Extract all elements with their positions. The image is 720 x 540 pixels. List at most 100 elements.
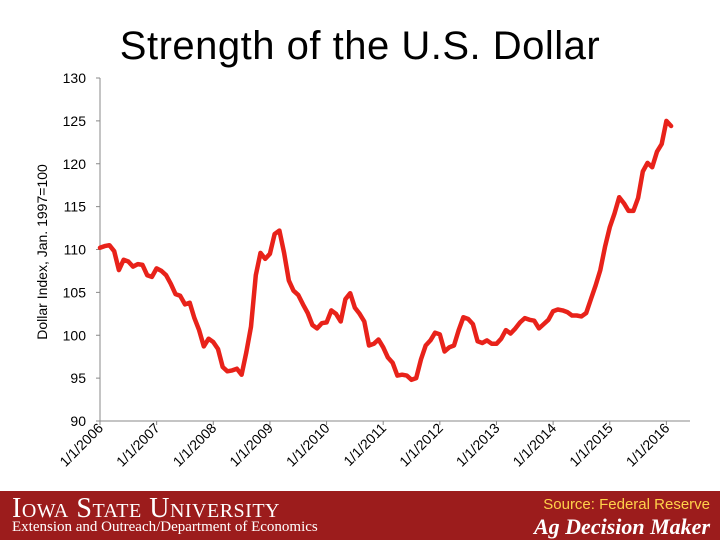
data-point bbox=[660, 142, 664, 146]
data-point bbox=[122, 258, 126, 262]
x-tick-label: 1/1/2012 bbox=[396, 420, 446, 470]
data-point bbox=[438, 332, 442, 336]
data-point bbox=[461, 315, 465, 319]
x-tick-label: 1/1/2016 bbox=[623, 420, 673, 470]
data-point bbox=[561, 308, 565, 312]
data-point bbox=[192, 316, 196, 320]
x-tick-label: 1/1/2010 bbox=[283, 420, 333, 470]
data-point bbox=[178, 294, 182, 298]
data-point bbox=[386, 356, 390, 359]
data-point bbox=[466, 317, 470, 321]
data-point bbox=[131, 265, 135, 269]
data-point bbox=[537, 326, 541, 330]
data-point bbox=[381, 345, 385, 349]
y-axis-label: Dollar Index, Jan. 1997=100 bbox=[34, 164, 50, 340]
data-point bbox=[103, 244, 107, 248]
x-tick-label: 1/1/2011 bbox=[340, 420, 389, 469]
data-point bbox=[310, 323, 314, 327]
data-point bbox=[211, 340, 215, 344]
data-point bbox=[377, 338, 380, 341]
x-tick-label: 1/1/2007 bbox=[113, 420, 163, 470]
data-point bbox=[320, 321, 324, 325]
data-point bbox=[197, 328, 201, 332]
data-point bbox=[490, 342, 494, 346]
y-tick-label: 125 bbox=[63, 113, 87, 129]
data-point bbox=[287, 278, 291, 282]
x-tick-label: 1/1/2015 bbox=[566, 420, 616, 470]
data-point bbox=[249, 325, 253, 329]
data-point bbox=[551, 309, 555, 313]
data-point bbox=[532, 319, 536, 323]
x-tick-label: 1/1/2014 bbox=[509, 420, 559, 470]
data-point bbox=[480, 341, 484, 345]
data-point bbox=[126, 260, 130, 263]
data-point bbox=[627, 209, 631, 213]
data-point bbox=[457, 328, 461, 332]
data-point bbox=[452, 344, 456, 347]
data-point bbox=[169, 282, 173, 286]
data-point bbox=[433, 331, 437, 335]
y-tick-label: 130 bbox=[63, 70, 87, 86]
data-point bbox=[424, 344, 428, 347]
data-point bbox=[353, 306, 357, 310]
data-point bbox=[367, 344, 371, 347]
y-tick-label: 110 bbox=[64, 242, 87, 258]
data-point bbox=[443, 350, 447, 353]
data-point bbox=[603, 245, 607, 249]
data-point bbox=[259, 251, 262, 255]
data-point bbox=[405, 374, 409, 378]
data-point bbox=[395, 374, 399, 378]
data-point bbox=[542, 322, 546, 326]
data-point bbox=[141, 263, 144, 267]
data-point bbox=[164, 273, 168, 277]
data-point bbox=[410, 378, 413, 382]
data-point bbox=[598, 268, 602, 272]
data-point bbox=[594, 284, 598, 287]
data-point bbox=[646, 161, 649, 165]
data-point bbox=[570, 314, 574, 317]
data-point bbox=[513, 326, 517, 330]
y-tick-label: 115 bbox=[64, 199, 87, 215]
data-point bbox=[306, 311, 310, 315]
brand-name: Ag Decision Maker bbox=[534, 514, 710, 539]
data-point bbox=[282, 251, 286, 255]
y-tick-label: 120 bbox=[63, 156, 87, 172]
y-axis-ticks: 90 95 100 105 110 115 120 125 130 bbox=[63, 70, 100, 429]
data-point bbox=[528, 318, 531, 322]
x-axis-ticks: 1/1/2006 1/1/2007 1/1/2008 1/1/2009 1/1/2010… bbox=[56, 420, 672, 470]
data-point bbox=[471, 322, 475, 326]
data-point bbox=[504, 328, 508, 332]
data-point bbox=[669, 124, 673, 128]
data-point bbox=[641, 170, 645, 173]
data-point bbox=[174, 292, 177, 296]
data-point bbox=[372, 342, 376, 346]
footer-bar: Iowa State University Extension and Outr… bbox=[0, 488, 720, 540]
data-point bbox=[622, 201, 626, 205]
data-point bbox=[495, 342, 498, 346]
data-point bbox=[254, 273, 258, 277]
data-point bbox=[556, 308, 560, 311]
source-note: Source: Federal Reserve bbox=[543, 496, 710, 513]
data-point bbox=[476, 339, 480, 343]
data-point bbox=[244, 350, 248, 354]
series-line-dollar-index bbox=[97, 118, 674, 383]
y-tick-label: 95 bbox=[70, 370, 86, 386]
data-point bbox=[584, 311, 588, 315]
data-point bbox=[117, 268, 121, 272]
data-point bbox=[225, 369, 229, 373]
data-point bbox=[485, 338, 489, 342]
data-point bbox=[136, 262, 140, 266]
data-point bbox=[155, 266, 159, 270]
data-point bbox=[188, 301, 192, 305]
data-point bbox=[348, 291, 352, 295]
data-point bbox=[235, 367, 239, 371]
data-point bbox=[273, 232, 277, 236]
data-point bbox=[650, 165, 654, 169]
data-point bbox=[391, 361, 395, 365]
data-point bbox=[400, 373, 404, 377]
x-tick-label: 1/1/2009 bbox=[226, 420, 276, 470]
data-point bbox=[98, 246, 102, 250]
data-point bbox=[362, 320, 366, 323]
data-point bbox=[301, 302, 305, 306]
series-group bbox=[97, 118, 674, 383]
